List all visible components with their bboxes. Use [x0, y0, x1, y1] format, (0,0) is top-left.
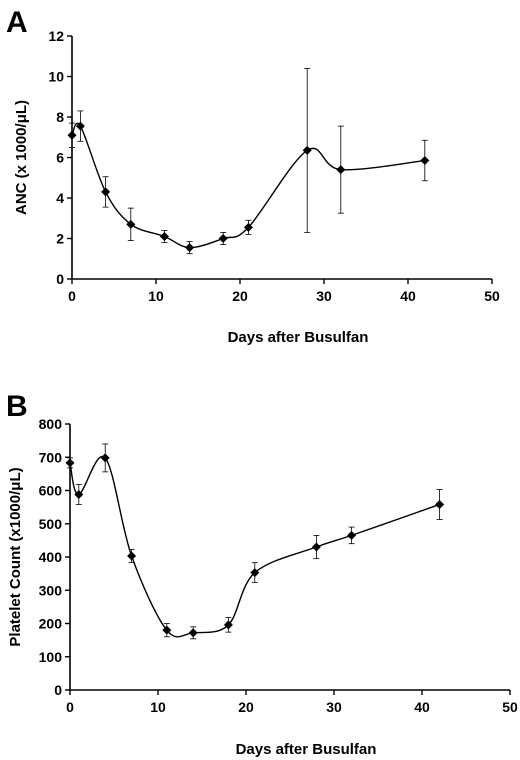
- x-tick-label: 50: [484, 288, 500, 304]
- data-point: [435, 499, 445, 509]
- data-point: [65, 458, 75, 468]
- y-tick-label: 0: [56, 271, 64, 287]
- x-tick-label: 40: [414, 699, 430, 715]
- data-point: [243, 222, 253, 232]
- y-tick-label: 100: [39, 649, 63, 665]
- data-point: [223, 620, 233, 630]
- chart-panel-a: A 0 2 4 6 8 10 12 0 10 20 30 40 50 Days after Busulfan…: [6, 6, 500, 346]
- y-tick-label: 500: [39, 516, 63, 532]
- y-tick-label: 300: [39, 582, 63, 598]
- y-tick-label: 200: [39, 616, 63, 632]
- x-tick-label: 20: [238, 699, 254, 715]
- x-tick-label: 30: [316, 288, 332, 304]
- x-tick-label: 10: [150, 699, 166, 715]
- panel-label: A: [6, 6, 28, 39]
- data-point: [420, 156, 430, 166]
- data-point: [302, 145, 312, 155]
- x-tick-label: 0: [68, 288, 76, 304]
- data-point: [311, 542, 321, 552]
- y-tick-label: 400: [39, 549, 63, 565]
- series-line: [69, 455, 440, 638]
- data-point: [126, 219, 136, 229]
- y-tick-label: 4: [56, 190, 64, 206]
- x-axis-title: Days after Busulfan: [236, 741, 377, 758]
- data-point: [162, 625, 172, 635]
- x-tick-label: 10: [148, 288, 164, 304]
- x-tick-label: 20: [232, 288, 248, 304]
- y-tick-label: 700: [39, 449, 63, 465]
- x-tick-label: 40: [400, 288, 416, 304]
- y-tick-label: 800: [39, 416, 63, 432]
- data-point: [336, 165, 346, 175]
- data-point: [188, 628, 198, 638]
- y-tick-label: 600: [39, 483, 63, 499]
- data-point: [159, 231, 169, 241]
- chart-panel-b: B 0 100 200 300 400 500 600 700 800 0 10 20 30 40 50 Day…: [6, 390, 518, 758]
- y-axis-title: Platelet Count (x1000/μL): [7, 467, 24, 646]
- data-point: [127, 551, 137, 561]
- x-tick-label: 50: [502, 699, 518, 715]
- data-point: [218, 234, 228, 243]
- y-tick-label: 10: [48, 69, 64, 85]
- data-point: [101, 187, 111, 197]
- data-point: [185, 243, 195, 253]
- y-axis-title: ANC (x 1000/μL): [13, 100, 30, 215]
- y-tick-label: 0: [54, 682, 62, 698]
- x-axis-title: Days after Busulfan: [228, 329, 369, 346]
- x-tick-label: 0: [66, 699, 74, 715]
- data-point: [347, 530, 357, 540]
- data-point: [100, 453, 110, 463]
- data-point: [74, 489, 84, 499]
- data-point: [250, 568, 260, 578]
- data-point: [67, 130, 77, 140]
- y-tick-label: 8: [56, 109, 64, 125]
- panel-label: B: [6, 390, 28, 423]
- y-tick-label: 12: [48, 28, 64, 44]
- x-tick-label: 30: [326, 699, 342, 715]
- y-tick-label: 2: [56, 231, 64, 247]
- data-point: [75, 121, 85, 131]
- y-tick-label: 6: [56, 150, 64, 166]
